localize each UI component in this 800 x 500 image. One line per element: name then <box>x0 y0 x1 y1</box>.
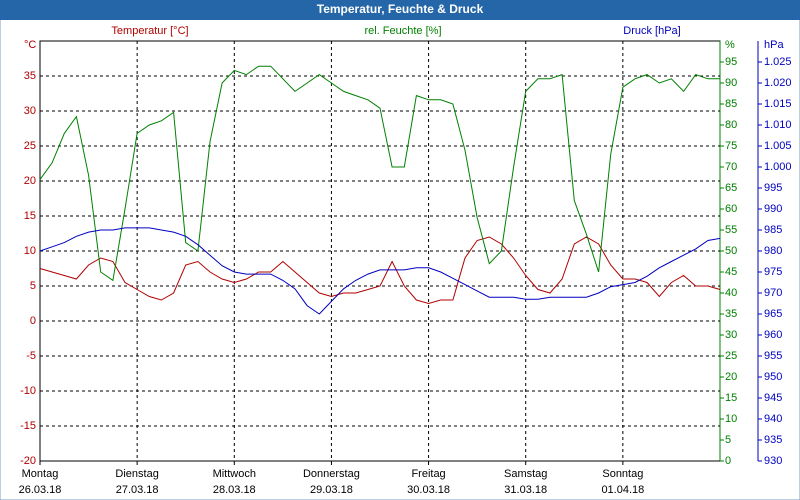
y2-tick-label: 50 <box>725 245 737 257</box>
y2-tick-label: 55 <box>725 224 737 236</box>
x-tick-date: 30.03.18 <box>407 484 450 496</box>
y-tick-label: 0 <box>30 315 36 327</box>
y2-tick-label: 20 <box>725 371 737 383</box>
y-tick-label: 25 <box>24 140 36 152</box>
y3-tick-label: 960 <box>764 329 782 341</box>
y2-tick-label: 70 <box>725 161 737 173</box>
y2-tick-label: 80 <box>725 119 737 131</box>
y2-tick-label: 15 <box>725 392 737 404</box>
y3-tick-label: 1.020 <box>764 77 792 89</box>
series-line <box>39 65 720 282</box>
legend-label: Druck [hPa] <box>623 25 680 37</box>
y-tick-label: -5 <box>26 350 36 362</box>
y-tick-label: 5 <box>30 280 36 292</box>
chart-title: Temperatur, Feuchte & Druck <box>317 2 484 16</box>
y2-tick-label: 60 <box>725 203 737 215</box>
y3-tick-label: 1.015 <box>764 98 792 110</box>
x-tick-label: Donnerstag <box>303 468 360 480</box>
y3-tick-label: 990 <box>764 203 782 215</box>
y3-unit: hPa <box>764 39 784 51</box>
y2-tick-label: 85 <box>725 98 737 110</box>
x-tick-label: Samstag <box>504 468 547 480</box>
y3-tick-label: 965 <box>764 308 782 320</box>
y2-tick-label: 90 <box>725 77 737 89</box>
y-tick-label: 35 <box>24 70 36 82</box>
y2-tick-label: 25 <box>725 350 737 362</box>
y2-unit: % <box>725 39 735 51</box>
x-tick-date: 29.03.18 <box>310 484 353 496</box>
y3-tick-label: 955 <box>764 350 782 362</box>
legend-label: Temperatur [°C] <box>111 25 188 37</box>
y3-tick-label: 995 <box>764 182 782 194</box>
y3-tick-label: 935 <box>764 434 782 446</box>
y-tick-label: 10 <box>24 245 36 257</box>
y2-tick-label: 5 <box>725 434 731 446</box>
x-tick-label: Dienstag <box>115 468 158 480</box>
y3-tick-label: 1.005 <box>764 140 792 152</box>
y2-tick-label: 40 <box>725 287 737 299</box>
title-bar <box>0 0 800 20</box>
y-tick-label: 30 <box>24 105 36 117</box>
y-tick-label: 20 <box>24 175 36 187</box>
y3-tick-label: 970 <box>764 287 782 299</box>
x-tick-date: 28.03.18 <box>213 484 256 496</box>
y2-tick-label: 65 <box>725 182 737 194</box>
y2-tick-label: 30 <box>725 329 737 341</box>
y2-tick-label: 0 <box>725 455 731 467</box>
x-tick-label: Mittwoch <box>213 468 256 480</box>
y3-tick-label: 1.010 <box>764 119 792 131</box>
y3-tick-label: 950 <box>764 371 782 383</box>
y2-tick-label: 10 <box>725 413 737 425</box>
x-tick-label: Montag <box>22 468 59 480</box>
x-tick-date: 27.03.18 <box>116 484 159 496</box>
x-tick-date: 01.04.18 <box>601 484 644 496</box>
y-tick-label: 15 <box>24 210 36 222</box>
y3-tick-label: 980 <box>764 245 782 257</box>
y3-tick-label: 1.025 <box>764 56 792 68</box>
x-tick-date: 31.03.18 <box>504 484 547 496</box>
legend-label: rel. Feuchte [%] <box>364 25 441 37</box>
y2-tick-label: 75 <box>725 140 737 152</box>
y3-tick-label: 1.000 <box>764 161 792 173</box>
y3-tick-label: 975 <box>764 266 782 278</box>
series-line <box>39 227 721 315</box>
x-tick-label: Freitag <box>411 468 445 480</box>
y2-tick-label: 35 <box>725 308 737 320</box>
x-tick-date: 26.03.18 <box>19 484 62 496</box>
x-tick-label: Sonntag <box>602 468 643 480</box>
y3-tick-label: 930 <box>764 455 782 467</box>
y3-tick-label: 945 <box>764 392 782 404</box>
y-tick-label: -15 <box>20 420 36 432</box>
y-unit: °C <box>24 39 36 51</box>
y2-tick-label: 45 <box>725 266 737 278</box>
y-tick-label: -10 <box>20 385 36 397</box>
y3-tick-label: 985 <box>764 224 782 236</box>
y-tick-label: -20 <box>20 455 36 467</box>
series-line <box>39 236 721 305</box>
y2-tick-label: 95 <box>725 56 737 68</box>
y3-tick-label: 940 <box>764 413 782 425</box>
